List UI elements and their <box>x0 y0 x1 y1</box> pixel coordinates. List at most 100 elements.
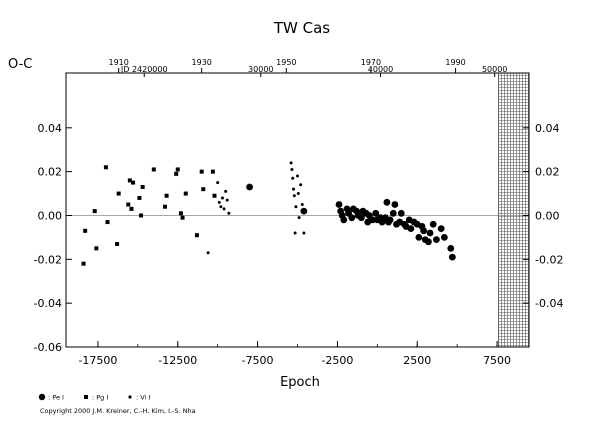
right-y-tick-label: 0.00 <box>535 209 560 222</box>
point-pe <box>246 183 254 191</box>
point-pe <box>300 207 308 215</box>
x-tick-label: -17500 <box>78 354 117 367</box>
point-vi <box>227 211 231 215</box>
point-vi <box>224 189 228 193</box>
point-pg <box>162 204 167 209</box>
legend-label: : Pg I <box>92 394 108 402</box>
y-tick-label: 0.04 <box>38 122 63 135</box>
point-pe <box>440 234 448 241</box>
y-axis-label: O-C <box>8 57 32 72</box>
point-pg <box>137 195 142 200</box>
x-tick-label: 2500 <box>403 354 431 367</box>
point-pe <box>389 209 397 217</box>
point-pg <box>140 184 145 189</box>
x-tick-label: -2500 <box>321 354 353 367</box>
x-tick-label: 7500 <box>483 354 511 367</box>
point-pe <box>447 244 455 252</box>
point-pe <box>407 225 415 233</box>
point-pg <box>115 241 120 246</box>
point-vi <box>299 183 303 187</box>
point-vi <box>292 194 296 198</box>
point-pg <box>105 220 110 225</box>
point-pg <box>127 178 132 183</box>
point-pg <box>92 209 97 214</box>
right-y-tick-label: 0.04 <box>535 122 560 135</box>
top-year-label: 1950 <box>276 58 296 67</box>
jd-label: 30000 <box>248 65 273 74</box>
axis-ticks: -17500 -12500 -7500 -2500 2500 7500 -0.06 -0.04… <box>34 58 564 367</box>
point-pg <box>180 215 185 220</box>
point-pe <box>397 209 405 217</box>
y-tick-label: 0.00 <box>38 209 63 222</box>
point-pg <box>212 193 217 198</box>
y-tick-label: -0.02 <box>34 253 62 266</box>
point-vi <box>302 231 306 235</box>
future-hatched-region <box>498 72 530 348</box>
point-pe <box>357 214 365 222</box>
legend-label: : Pe I <box>48 394 64 402</box>
legend-marker-vi <box>128 395 132 399</box>
point-pg <box>151 167 156 172</box>
point-vi <box>225 198 229 202</box>
point-pe <box>372 209 380 217</box>
point-pg <box>129 206 134 211</box>
point-pe <box>391 201 399 208</box>
top-year-label: 1910 <box>109 58 129 67</box>
top-year-label: 1930 <box>192 58 212 67</box>
point-pg <box>126 202 131 207</box>
point-vi <box>220 196 224 200</box>
point-vi <box>296 174 299 178</box>
point-pg <box>175 167 180 172</box>
point-pg <box>174 171 179 176</box>
point-vi <box>216 181 220 185</box>
point-vi <box>206 251 210 255</box>
point-pe <box>335 201 343 208</box>
point-vi <box>222 207 226 211</box>
point-pe <box>420 227 428 235</box>
point-pe <box>369 216 376 224</box>
point-pg <box>83 228 88 233</box>
y-tick-label: -0.04 <box>34 297 62 310</box>
point-pe <box>348 214 356 222</box>
point-pg <box>178 211 183 216</box>
point-pe <box>433 236 440 243</box>
point-pg <box>194 233 199 238</box>
jd-label: 40000 <box>368 65 393 74</box>
x-axis-label: Epoch <box>280 375 320 390</box>
x-tick-label: -12500 <box>158 354 197 367</box>
point-vi <box>293 231 297 235</box>
plot-border <box>65 72 530 348</box>
point-vi <box>294 205 298 209</box>
right-y-tick-label: 0.02 <box>535 166 560 179</box>
point-vi <box>289 161 293 165</box>
point-pg <box>116 191 121 196</box>
point-pe <box>429 220 437 228</box>
top-year-label: 1990 <box>445 58 465 67</box>
point-pg <box>139 213 144 218</box>
point-vi <box>219 205 223 209</box>
legend-marker-pe <box>38 393 46 401</box>
jd-label: JD 2420000 <box>120 65 168 74</box>
point-vi <box>292 187 296 191</box>
point-vi <box>290 167 294 171</box>
point-vi <box>217 200 221 204</box>
point-pe <box>383 198 391 206</box>
point-pe <box>386 216 394 224</box>
point-pe <box>437 225 445 233</box>
point-pe <box>426 229 434 237</box>
point-pg <box>183 191 188 196</box>
point-pg <box>210 169 215 174</box>
legend-label: : Vi I <box>136 394 150 402</box>
point-vi <box>300 203 304 207</box>
point-vi <box>296 192 300 196</box>
hatched-area <box>498 72 530 348</box>
top-year-label: 1970 <box>361 58 381 67</box>
point-pe <box>448 253 456 261</box>
legend: : Pe I : Pg I : Vi I <box>38 393 150 402</box>
point-pg <box>131 180 136 185</box>
right-y-tick-label: -0.04 <box>535 297 563 310</box>
point-pg <box>199 169 204 174</box>
x-tick-label: -7500 <box>242 354 274 367</box>
point-pg <box>164 193 169 198</box>
